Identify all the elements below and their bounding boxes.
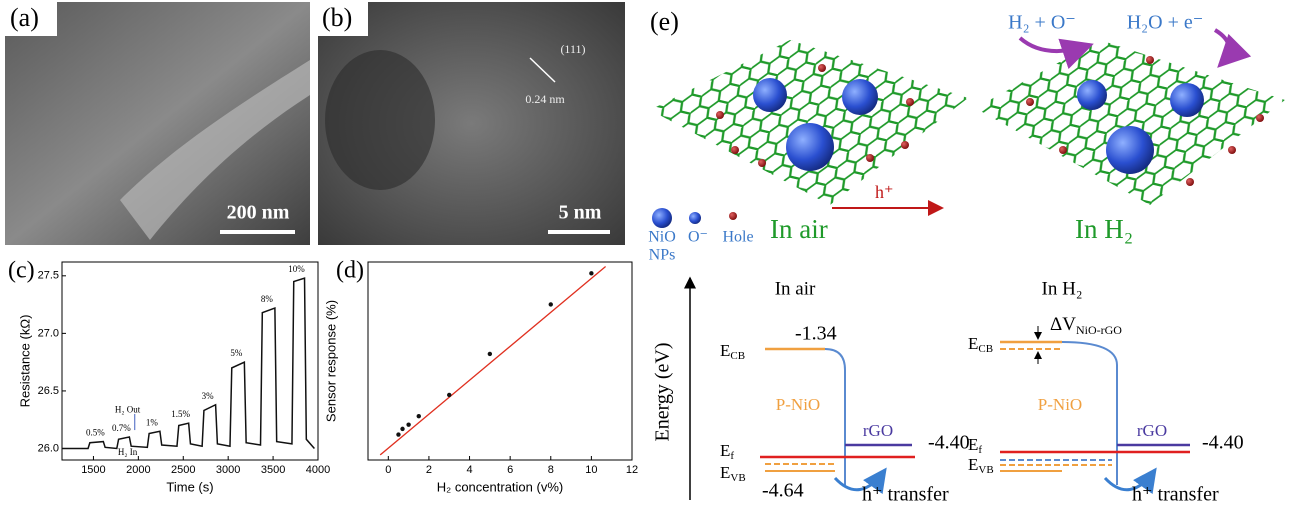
level-main: E: [968, 455, 978, 474]
delta-sub: NiO-rGO: [1076, 323, 1122, 337]
figure: (a) 200 nm (b) (111) 0.24 nm 5 nm (e) Ni…: [0, 0, 1290, 506]
panel-label: (b): [322, 3, 352, 32]
diagram-title: In H₂: [1042, 278, 1083, 299]
condition-label: In air: [770, 214, 828, 244]
annotation: 1%: [146, 417, 159, 427]
panel-label: (a): [10, 3, 39, 32]
level-main: E: [720, 341, 730, 360]
x-axis-title: H₂ concentration (v%): [437, 479, 563, 494]
panel-label: (c): [8, 258, 35, 284]
plot-frame: [368, 262, 632, 460]
data-point: [400, 427, 404, 431]
reaction: H₂ + O⁻: [1008, 12, 1076, 34]
x-tick-label: 0: [385, 464, 391, 476]
level-sub: CB: [978, 343, 993, 355]
legend-label: Hole: [722, 229, 753, 246]
x-tick-label: 6: [507, 464, 513, 476]
lattice-spacing: 0.24 nm: [525, 92, 565, 106]
annotation: 5%: [230, 348, 243, 358]
graphene-sheet: [975, 40, 1285, 205]
transfer-label: h⁺ transfer: [1132, 484, 1219, 506]
material-label: rGO: [1137, 421, 1167, 440]
annotation: 0.7%: [112, 423, 131, 433]
panel-label: (d): [336, 258, 364, 284]
graphene-sheet: [650, 40, 968, 205]
level-label: Ef: [968, 435, 982, 456]
level-sub: f: [730, 450, 734, 462]
marker-label: H₂ Out: [115, 405, 141, 415]
condition-label: In H₂: [1075, 214, 1133, 244]
legend-label: NPs: [649, 247, 676, 264]
tem-feature: [325, 50, 435, 190]
level-main: E: [720, 463, 730, 482]
data-point: [549, 302, 553, 306]
level-main: E: [720, 441, 730, 460]
diagram-title: In air: [775, 278, 816, 299]
x-tick-label: 2000: [126, 464, 150, 476]
x-tick-label: 4: [466, 464, 472, 476]
level-main: E: [968, 334, 978, 353]
x-tick-label: 3000: [216, 464, 240, 476]
scale-bar-label: 5 nm: [559, 202, 602, 224]
annotation: 1.5%: [171, 409, 190, 419]
scale-bar-label: 200 nm: [227, 202, 290, 224]
level-label: EVB: [720, 463, 746, 484]
delta-label: ΔVNiO-rGO: [1050, 314, 1122, 336]
x-tick-label: 10: [585, 464, 597, 476]
panel-label: (e): [650, 7, 679, 36]
transfer-label: h⁺: [875, 182, 894, 202]
annotation: 10%: [288, 264, 305, 274]
level-label: ECB: [720, 341, 745, 362]
lattice-plane: (111): [560, 42, 585, 56]
x-tick-label: 8: [548, 464, 554, 476]
y-tick-label: 27.5: [38, 270, 59, 282]
data-point: [406, 422, 410, 426]
reaction: H₂O + e⁻: [1127, 12, 1204, 34]
level-sub: VB: [730, 472, 745, 484]
data-point: [589, 271, 593, 275]
level-label: ECB: [968, 334, 993, 355]
level-value: -4.64: [762, 480, 804, 502]
fit-line: [380, 267, 605, 455]
transfer-label: h⁺ transfer: [862, 484, 949, 506]
data-point: [417, 414, 421, 418]
legend-label: NiO: [648, 229, 676, 246]
delta-main: ΔV: [1050, 314, 1076, 335]
level-value: -4.40: [928, 432, 970, 454]
y-tick-label: 26.0: [38, 442, 59, 454]
axis-title: Energy (eV): [652, 342, 674, 441]
level-sub: f: [978, 444, 982, 456]
x-tick-label: 2500: [171, 464, 195, 476]
x-tick-label: 3500: [261, 464, 285, 476]
data-line: [62, 278, 314, 448]
level-value: -4.40: [1202, 432, 1244, 454]
material-label: P-NiO: [776, 395, 820, 414]
y-axis-title: Resistance (kΩ): [17, 315, 32, 408]
reaction-arrow: [1215, 30, 1229, 65]
y-tick-label: 26.5: [38, 385, 59, 397]
x-tick-label: 12: [626, 464, 638, 476]
y-tick-label: 27.0: [38, 327, 59, 339]
annotation: 3%: [202, 391, 215, 401]
legend-label: O⁻: [688, 229, 708, 246]
data-point: [447, 393, 451, 397]
x-axis-title: Time (s): [166, 479, 213, 494]
annotation: 0.5%: [86, 428, 105, 438]
y-axis-title: Sensor response (%): [323, 300, 338, 422]
level-sub: VB: [978, 464, 993, 476]
x-tick-label: 2: [426, 464, 432, 476]
material-label: rGO: [863, 421, 893, 440]
data-point: [488, 352, 492, 356]
level-sub: CB: [730, 350, 745, 362]
annotation: 8%: [261, 294, 274, 304]
level-label: Ef: [720, 441, 734, 462]
reaction-arrow: [1020, 38, 1090, 51]
level-value: -1.34: [795, 323, 837, 345]
x-tick-label: 4000: [306, 464, 330, 476]
data-point: [396, 432, 400, 436]
x-tick-label: 1500: [81, 464, 105, 476]
level-label: EVB: [968, 455, 994, 476]
marker-label: H₂ In: [118, 447, 138, 457]
material-label: P-NiO: [1038, 395, 1082, 414]
